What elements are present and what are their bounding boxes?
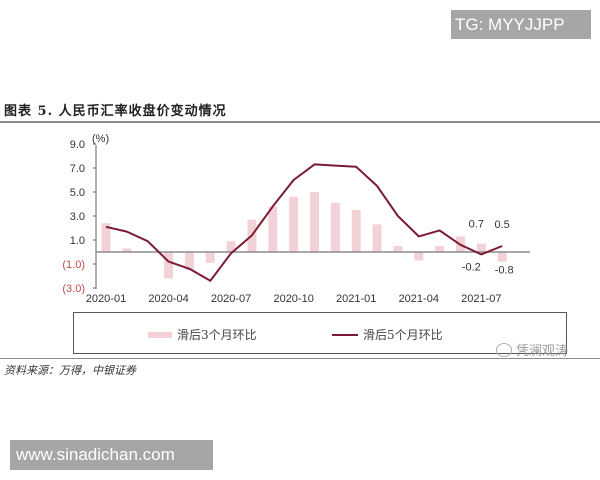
watermark-top: TG: MYYJJPP <box>451 10 591 39</box>
bar <box>164 252 174 279</box>
wechat-watermark: 凭澜观涛 <box>496 340 568 359</box>
wechat-icon <box>496 342 512 357</box>
bar <box>226 241 236 252</box>
x-tick-label: 2020-07 <box>211 293 251 305</box>
bar <box>414 252 424 261</box>
bar <box>435 246 445 252</box>
x-tick-label: 2021-01 <box>336 293 376 305</box>
y-axis-labels: 9.0 7.0 5.0 3.0 1.0 (1.0) (3.0) <box>62 139 96 295</box>
bar <box>184 252 194 270</box>
y-tick-label: 9.0 <box>70 139 85 151</box>
bar <box>476 243 486 252</box>
y-tick-label: (1.0) <box>62 259 85 271</box>
y-tick-label: 7.0 <box>70 163 85 175</box>
legend-item-line: 滑后5个月环比 <box>332 326 443 343</box>
bar <box>330 202 340 252</box>
line-series <box>105 163 503 282</box>
bar <box>101 223 111 252</box>
legend-bar-label: 滑后3个月环比 <box>177 328 257 342</box>
figure-title: 图表 5. 人民币汇率收盘价变动情况 <box>4 104 227 119</box>
line-swatch-icon <box>332 333 358 336</box>
x-tick-label: 2020-10 <box>273 293 313 305</box>
data-labels: 0.7 0.5 -0.2 -0.8 <box>462 219 514 277</box>
wechat-account-name: 凭澜观涛 <box>516 344 569 359</box>
data-label: -0.8 <box>495 265 514 277</box>
bar <box>497 252 507 262</box>
x-tick-label: 2020-04 <box>148 293 188 305</box>
legend-line-label: 滑后5个月环比 <box>363 328 443 342</box>
bar <box>122 248 132 252</box>
y-tick-label: (3.0) <box>62 283 85 295</box>
x-tick-label: 2021-07 <box>461 293 501 305</box>
watermark-bottom: www.sinadichan.com <box>10 440 213 470</box>
data-label: -0.2 <box>462 261 481 273</box>
y-tick-label: 1.0 <box>70 235 85 247</box>
bar <box>310 192 319 252</box>
title-divider <box>0 121 600 123</box>
source-divider <box>0 358 600 359</box>
x-tick-label: 2020-01 <box>86 293 126 305</box>
bar <box>268 206 278 252</box>
data-label: 0.5 <box>495 219 510 231</box>
y-unit-label: (%) <box>92 133 109 145</box>
bar <box>351 210 361 252</box>
x-axis-labels: 2020-01 2020-04 2020-07 2020-10 2021-01 2021-… <box>86 293 502 305</box>
bar <box>393 246 403 252</box>
bar <box>205 252 215 263</box>
bar <box>372 224 382 252</box>
legend-item-bar: 滑后3个月环比 <box>148 326 257 343</box>
x-tick-label: 2021-04 <box>399 293 439 305</box>
bar-swatch-icon <box>148 331 172 338</box>
legend: 滑后3个月环比 滑后5个月环比 <box>73 312 567 354</box>
data-label: 0.7 <box>469 219 484 231</box>
y-tick-label: 3.0 <box>70 211 85 223</box>
chart: 9.0 7.0 5.0 3.0 1.0 (1.0) (3.0) 0.7 0.5 -0.2 -0.8… <box>62 133 530 305</box>
bar <box>289 196 299 252</box>
source-note: 资料来源：万得，中银证券 <box>4 364 136 377</box>
y-tick-label: 5.0 <box>70 187 85 199</box>
